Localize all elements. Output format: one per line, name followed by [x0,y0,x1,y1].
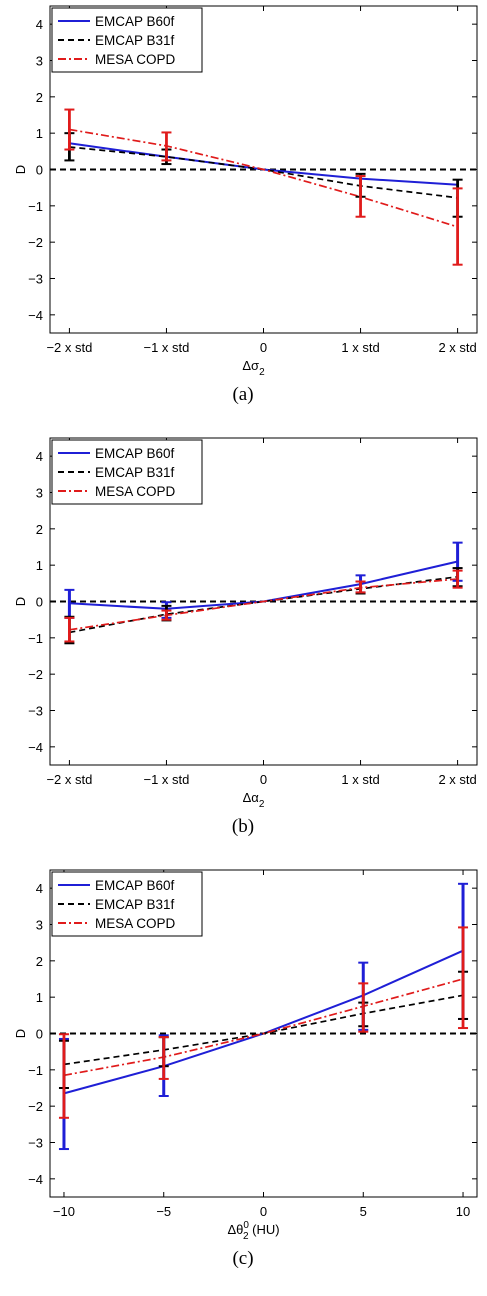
legend-label: EMCAP B60f [95,878,175,893]
y-tick-label: 1 [36,126,43,141]
legend-label: EMCAP B60f [95,14,175,29]
x-axis-label: Δσ2 [242,358,265,378]
y-tick-label: −4 [28,740,43,755]
x-tick-label: 2 x std [438,340,476,355]
legend-box [51,871,203,937]
y-tick-label: 1 [36,990,43,1005]
x-tick-label: 0 [260,340,267,355]
y-tick-label: 0 [36,163,43,178]
y-tick-label: −3 [28,704,43,719]
y-tick-label: −1 [28,631,43,646]
x-tick-label: −2 x std [46,340,92,355]
x-axis-label: Δα2 [243,790,265,810]
y-tick-label: −2 [28,1099,43,1114]
legend-label: MESA COPD [95,916,176,931]
y-tick-label: −4 [28,1172,43,1187]
legend-box [51,439,203,505]
legend-label: EMCAP B31f [95,33,175,48]
y-tick-label: −3 [28,272,43,287]
y-tick-label: −4 [28,308,43,323]
y-axis-label: D [13,1029,28,1038]
x-tick-label: 5 [360,1204,367,1219]
y-tick-label: 2 [36,954,43,969]
y-tick-label: −3 [28,1136,43,1151]
y-tick-label: 3 [36,486,43,501]
legend-label: EMCAP B31f [95,897,175,912]
legend-label: MESA COPD [95,52,176,67]
y-tick-label: 3 [36,918,43,933]
y-tick-label: 4 [36,17,43,32]
chart-panel-b: −4 −3 −2 −1 0 1 2 3 4 −2 x std −1 x std 0 1 x std 2 x… [0,432,487,864]
x-tick-label: −10 [53,1204,75,1219]
y-axis-label: D [13,597,28,606]
y-tick-label: 4 [36,881,43,896]
x-tick-label: 1 x std [341,340,379,355]
x-tick-label: 2 x std [438,772,476,787]
x-tick-label: 10 [456,1204,470,1219]
y-tick-label: 3 [36,54,43,69]
legend-box [51,7,203,73]
legend-label: EMCAP B31f [95,465,175,480]
x-tick-label: 0 [260,1204,267,1219]
series-line [69,578,458,631]
y-tick-label: 0 [36,1027,43,1042]
y-tick-label: 0 [36,595,43,610]
figure-caption: (c) [232,1248,253,1269]
x-tick-label: 1 x std [341,772,379,787]
x-tick-label: −2 x std [46,772,92,787]
y-tick-label: 2 [36,522,43,537]
chart-a: −4 −3 −2 −1 0 1 2 3 4 −2 x std −1 x std 0 1 x std 2 x… [13,5,478,405]
chart-panel-c: −4 −3 −2 −1 0 1 2 3 4 −10 −5 0 5 10 EMCAP B60f EMCAP B3… [0,864,487,1296]
x-tick-label: −1 x std [144,340,190,355]
y-tick-label: 1 [36,558,43,573]
figure-caption: (b) [232,816,254,837]
y-tick-label: −2 [28,667,43,682]
y-tick-label: 4 [36,449,43,464]
x-axis-label: Δθ0 2 (HU) [227,1220,279,1242]
series-line [63,978,464,1077]
y-tick-label: −2 [28,235,43,250]
series-line [69,128,458,228]
y-tick-label: 2 [36,90,43,105]
x-tick-label: 0 [260,772,267,787]
x-tick-label: −1 x std [144,772,190,787]
chart-panel-a: −4 −3 −2 −1 0 1 2 3 4 −2 x std −1 x std 0 1 x std 2 x… [0,0,487,432]
legend-label: EMCAP B60f [95,446,175,461]
chart-b: −4 −3 −2 −1 0 1 2 3 4 −2 x std −1 x std 0 1 x std 2 x… [13,437,478,837]
figure-caption: (a) [232,384,253,405]
y-tick-label: −1 [28,199,43,214]
y-tick-label: −1 [28,1063,43,1078]
x-tick-label: −5 [156,1204,171,1219]
y-axis-label: D [13,165,28,174]
legend-label: MESA COPD [95,484,176,499]
